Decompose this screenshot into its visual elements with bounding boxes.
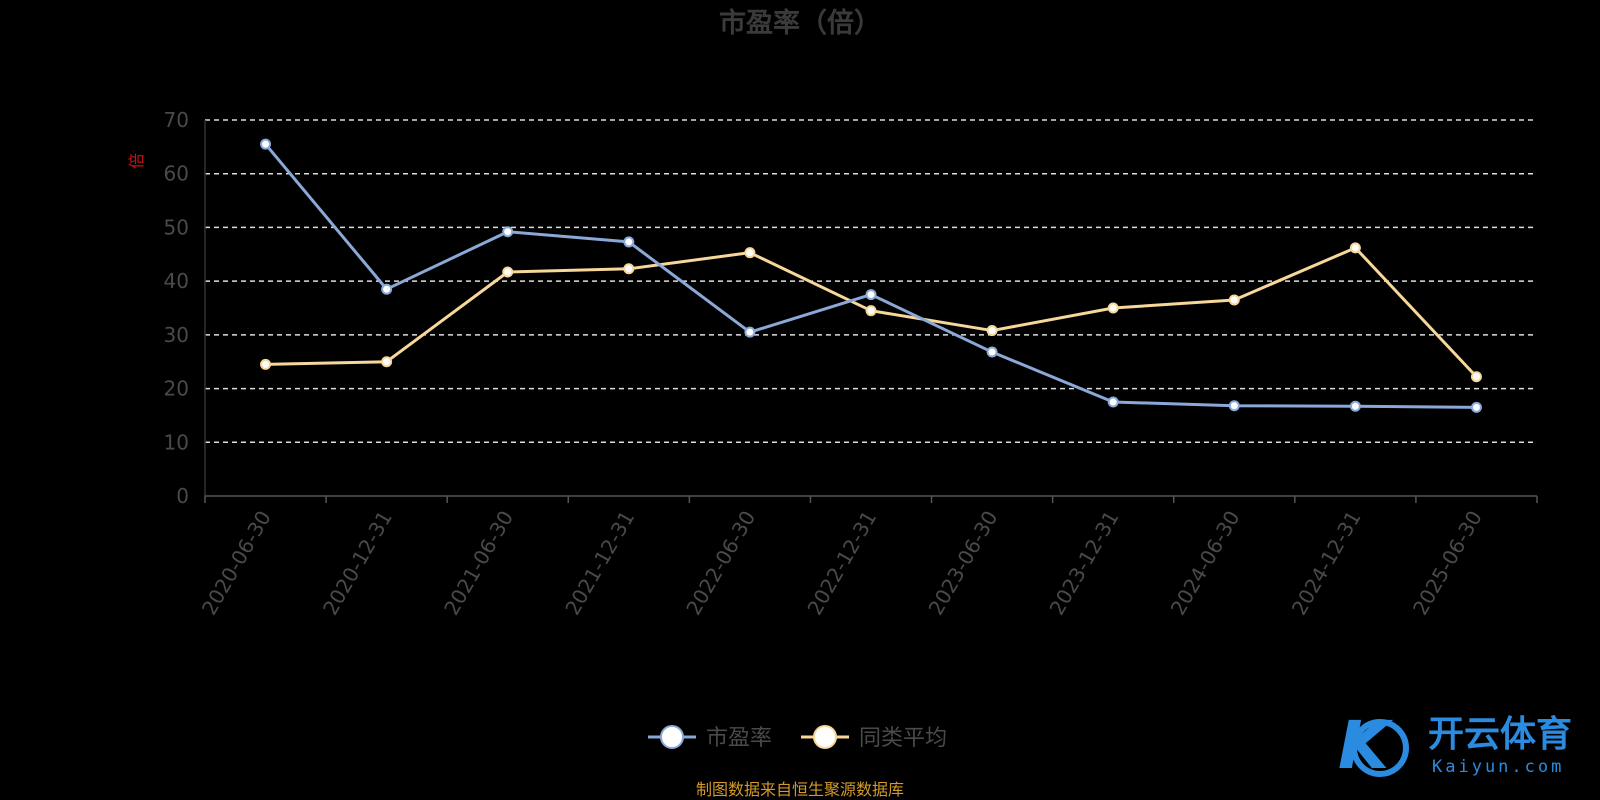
y-tick-label: 0	[176, 484, 189, 508]
data-point	[623, 263, 635, 275]
legend-item-2: 同类平均	[801, 725, 947, 751]
data-point	[260, 138, 272, 150]
watermark-brand-cn: 开云体育	[1428, 714, 1572, 755]
x-tick-label: 2021-12-31	[560, 507, 639, 620]
x-tick-label: 2021-06-30	[439, 507, 518, 620]
x-tick-label: 2025-06-30	[1408, 507, 1487, 620]
watermark-logo: K 开云体育 Kaiyun.com	[1338, 707, 1572, 784]
y-tick-labels: 0 10 20 30 40 50 60 70	[164, 108, 189, 508]
y-axis-label: 倍	[127, 153, 146, 169]
y-tick-label: 30	[164, 323, 189, 347]
legend-label: 同类平均	[859, 726, 947, 751]
data-point	[1228, 294, 1240, 306]
data-point	[623, 236, 635, 248]
x-tick-label: 2023-06-30	[924, 506, 1003, 619]
series-line	[264, 143, 1477, 409]
data-point	[1228, 400, 1240, 412]
series-1	[260, 138, 1482, 413]
data-point	[1107, 302, 1119, 314]
logo-letter: K	[1338, 707, 1394, 784]
legend-label: 市盈率	[706, 726, 772, 751]
series-2	[260, 242, 1482, 383]
data-point	[986, 325, 998, 337]
x-tick-label: 2022-12-31	[802, 507, 881, 620]
x-tick-label: 2022-06-30	[681, 507, 760, 620]
data-point	[1349, 400, 1361, 412]
series-lines	[260, 138, 1482, 413]
y-tick-label: 40	[164, 269, 189, 293]
data-point	[1470, 371, 1482, 383]
data-point	[744, 326, 756, 338]
x-tick-label: 2020-06-30	[197, 507, 276, 620]
y-tick-label: 60	[164, 162, 189, 186]
x-tick-label: 2024-06-30	[1166, 507, 1245, 620]
data-point	[502, 266, 514, 278]
y-tick-label: 50	[164, 215, 189, 239]
legend-item-1: 市盈率	[648, 725, 772, 751]
data-point	[1349, 242, 1361, 254]
data-point	[1107, 396, 1119, 408]
data-point	[502, 226, 514, 238]
y-tick-label: 10	[164, 430, 189, 454]
logo-ball-icon	[1351, 719, 1409, 777]
data-source-note: 制图数据来自恒生聚源数据库	[696, 780, 904, 799]
y-tick-label: 20	[164, 377, 189, 401]
x-tick-labels: 2020-06-30 2020-12-31 2021-06-30 2021-12-31…	[197, 506, 1487, 619]
legend-marker	[813, 725, 837, 749]
data-point	[865, 305, 877, 317]
axes	[204, 120, 1538, 503]
legend: 市盈率 同类平均	[648, 725, 947, 751]
x-tick-label: 2024-12-31	[1287, 507, 1366, 620]
watermark-brand-en: Kaiyun.com	[1432, 757, 1564, 777]
data-point	[1470, 401, 1482, 413]
x-tick-label: 2023-12-31	[1045, 507, 1124, 620]
data-point	[381, 356, 393, 368]
x-tick-label: 2020-12-31	[318, 507, 397, 620]
y-tick-label: 70	[164, 108, 189, 132]
data-point	[865, 289, 877, 301]
data-point	[260, 358, 272, 370]
data-point	[744, 247, 756, 259]
data-point	[986, 346, 998, 358]
legend-marker	[660, 725, 684, 749]
chart-title: 市盈率（倍）	[719, 7, 881, 39]
data-point	[381, 283, 393, 295]
grid-lines	[205, 119, 1537, 444]
